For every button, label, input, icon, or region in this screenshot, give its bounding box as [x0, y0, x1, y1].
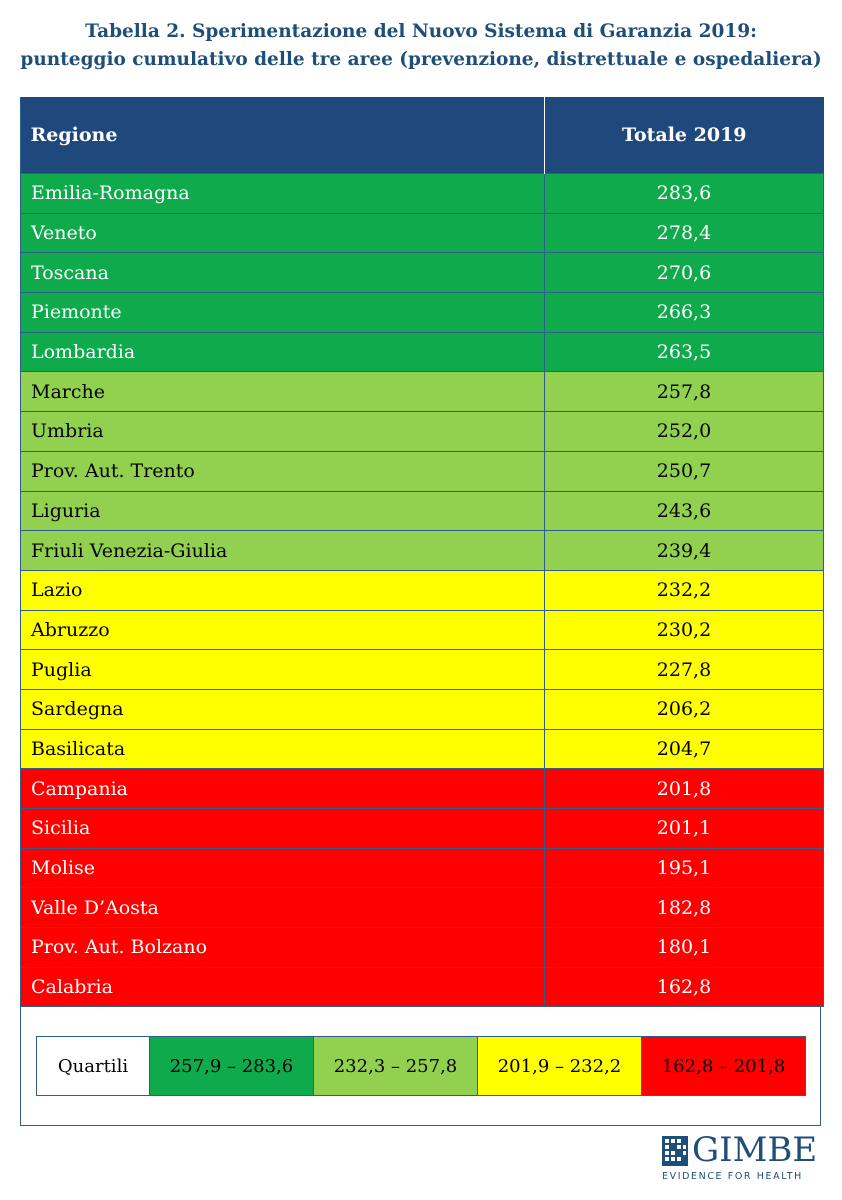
region-name: Liguria [20, 490, 545, 532]
region-total: 239,4 [544, 530, 824, 571]
legend-quartile-2: 232,3 – 257,8 [313, 1036, 478, 1096]
legend-quartile-1: 257,9 – 283,6 [149, 1036, 314, 1096]
table-row: Emilia-Romagna 283,6 [20, 173, 824, 214]
region-name: Emilia-Romagna [20, 173, 545, 214]
region-name: Sicilia [20, 808, 545, 849]
region-total: 270,6 [544, 252, 824, 294]
region-name: Valle D’Aosta [20, 887, 545, 929]
table-row: Liguria 243,6 [20, 490, 824, 532]
region-total: 283,6 [544, 173, 824, 214]
region-total: 180,1 [544, 927, 824, 968]
region-total: 252,0 [544, 411, 824, 452]
page-title: Tabella 2. Sperimentazione del Nuovo Sis… [0, 18, 842, 74]
region-total: 195,1 [544, 847, 824, 889]
region-total: 257,8 [544, 371, 824, 413]
region-total: 243,6 [544, 490, 824, 532]
table-row: Umbria 252,0 [20, 411, 824, 452]
region-name: Prov. Aut. Bolzano [20, 927, 545, 968]
region-total: 266,3 [544, 292, 824, 333]
header-total: Totale 2019 [544, 97, 824, 174]
legend-label: Quartili [36, 1036, 150, 1096]
region-name: Campania [20, 768, 545, 809]
table-row: Sicilia 201,1 [20, 808, 824, 849]
region-name: Basilicata [20, 728, 545, 770]
table-row: Toscana 270,6 [20, 252, 824, 294]
table-row: Campania 201,8 [20, 768, 824, 809]
title-line-2: punteggio cumulativo delle tre aree (pre… [20, 49, 822, 70]
region-total: 201,1 [544, 808, 824, 849]
region-total: 204,7 [544, 728, 824, 770]
region-name: Piemonte [20, 292, 545, 333]
table-row: Basilicata 204,7 [20, 728, 824, 770]
region-name: Prov. Aut. Trento [20, 450, 545, 492]
region-name: Abruzzo [20, 609, 545, 651]
gimbe-logo: GIMBE EVIDENCE FOR HEALTH [662, 1130, 822, 1190]
table-row: Prov. Aut. Bolzano 180,1 [20, 927, 824, 968]
region-total: 250,7 [544, 450, 824, 492]
region-name: Marche [20, 371, 545, 413]
region-name: Veneto [20, 212, 545, 254]
quartile-legend: Quartili 257,9 – 283,6 232,3 – 257,8 201… [36, 1036, 806, 1096]
region-name: Puglia [20, 649, 545, 690]
region-name: Sardegna [20, 688, 545, 730]
legend-quartile-3: 201,9 – 232,2 [477, 1036, 642, 1096]
region-name: Calabria [20, 966, 545, 1008]
region-total: 263,5 [544, 331, 824, 373]
region-name: Lombardia [20, 331, 545, 373]
scores-table: Regione Totale 2019 Emilia-Romagna 283,6 … [20, 97, 824, 1008]
region-name: Umbria [20, 411, 545, 452]
region-name: Lazio [20, 569, 545, 611]
table-row: Calabria 162,8 [20, 966, 824, 1008]
table-row: Lazio 232,2 [20, 569, 824, 611]
table-row: Prov. Aut. Trento 250,7 [20, 450, 824, 492]
region-total: 162,8 [544, 966, 824, 1008]
logo-name: GIMBE [692, 1130, 818, 1170]
region-name: Toscana [20, 252, 545, 294]
region-total: 182,8 [544, 887, 824, 929]
header-region: Regione [20, 97, 545, 174]
table-row: Sardegna 206,2 [20, 688, 824, 730]
region-total: 230,2 [544, 609, 824, 651]
region-name: Friuli Venezia-Giulia [20, 530, 545, 571]
table-row: Puglia 227,8 [20, 649, 824, 690]
table-row: Abruzzo 230,2 [20, 609, 824, 651]
region-total: 232,2 [544, 569, 824, 611]
region-total: 206,2 [544, 688, 824, 730]
region-name: Molise [20, 847, 545, 889]
region-total: 278,4 [544, 212, 824, 254]
region-total: 227,8 [544, 649, 824, 690]
table-row: Lombardia 263,5 [20, 331, 824, 373]
table-row: Valle D’Aosta 182,8 [20, 887, 824, 929]
region-total: 201,8 [544, 768, 824, 809]
title-line-1: Tabella 2. Sperimentazione del Nuovo Sis… [85, 21, 757, 42]
logo-tagline: EVIDENCE FOR HEALTH [662, 1171, 803, 1182]
table-row: Friuli Venezia-Giulia 239,4 [20, 530, 824, 571]
table-row: Piemonte 266,3 [20, 292, 824, 333]
legend-quartile-4: 162,8 – 201,8 [641, 1036, 806, 1096]
table-header-row: Regione Totale 2019 [20, 97, 824, 174]
logo-grid-icon [662, 1136, 688, 1166]
table-row: Veneto 278,4 [20, 212, 824, 254]
table-row: Molise 195,1 [20, 847, 824, 889]
table-row: Marche 257,8 [20, 371, 824, 413]
